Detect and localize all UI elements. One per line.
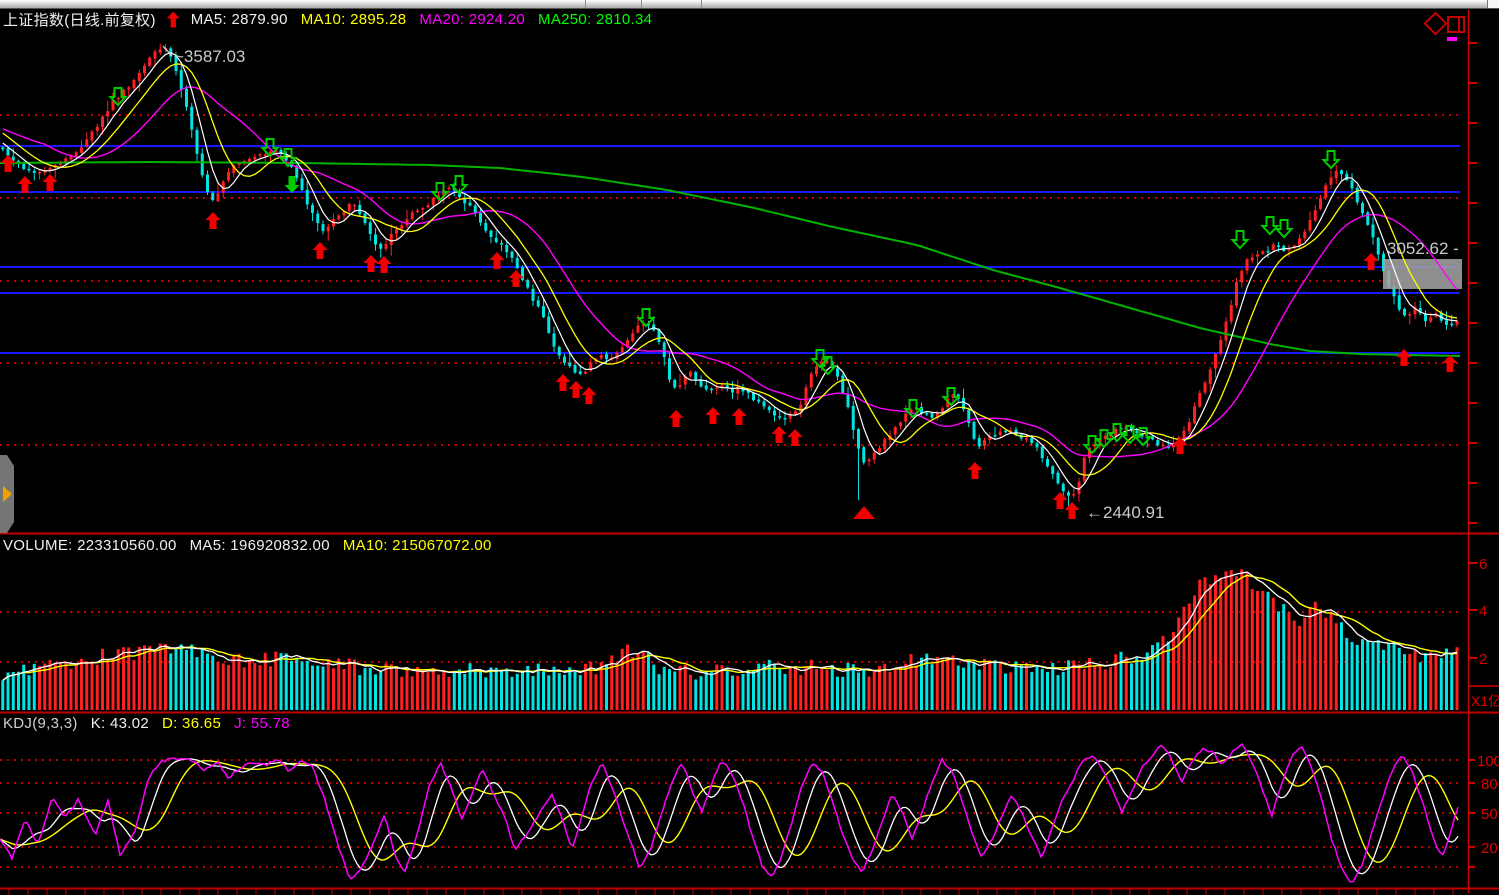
expand-arrow-icon xyxy=(3,486,12,502)
kdj-j-value: J: 55.78 xyxy=(234,715,290,732)
kdj-d-value: D: 36.65 xyxy=(161,715,222,732)
ma10-value: MA10: 2895.28 xyxy=(300,11,407,28)
ma5-value: MA5: 2879.90 xyxy=(190,11,288,28)
price-up-arrow-icon xyxy=(166,11,180,28)
titlebar-divider xyxy=(701,0,702,8)
main-price-panel: ~3587.03 ←2440.91 3052.62 - xyxy=(0,43,1462,522)
ma250-value: MA250: 2810.34 xyxy=(538,11,653,28)
magenta-indicator-chip xyxy=(1447,37,1457,41)
volume-value: VOLUME: 223310560.00 xyxy=(3,537,177,554)
titlebar-divider xyxy=(585,0,586,8)
svg-text:4: 4 xyxy=(1479,603,1487,620)
svg-text:3052.62 -: 3052.62 - xyxy=(1387,239,1459,258)
volume-panel xyxy=(0,569,1460,710)
svg-text:~3587.03: ~3587.03 xyxy=(174,47,245,66)
window-pane-divider xyxy=(1458,18,1460,31)
right-axis-and-separators: 6 4 2 100 80 50 20 X1亿 xyxy=(0,10,1499,895)
svg-text:X1亿: X1亿 xyxy=(1471,693,1499,709)
svg-text:50: 50 xyxy=(1481,806,1498,823)
svg-text:100: 100 xyxy=(1477,753,1499,770)
titlebar-divider xyxy=(641,0,642,8)
svg-text:←2440.91: ←2440.91 xyxy=(1086,503,1164,522)
kdj-name: KDJ(9,3,3) xyxy=(3,715,78,732)
window-layout-icon[interactable] xyxy=(1447,16,1465,33)
svg-text:2: 2 xyxy=(1479,651,1487,668)
volume-header: VOLUME: 223310560.00 MA5: 196920832.00 M… xyxy=(3,537,492,554)
symbol-title: 上证指数(日线.前复权) xyxy=(3,12,156,29)
titlebar-corner-box xyxy=(1487,0,1499,8)
ma20-value: MA20: 2924.20 xyxy=(419,11,526,28)
volume-ma10-value: MA10: 215067072.00 xyxy=(342,537,492,554)
kdj-k-value: K: 43.02 xyxy=(90,715,149,732)
window-top-edge[interactable] xyxy=(0,0,1499,9)
main-chart-header: 上证指数(日线.前复权) MA5: 2879.90 MA10: 2895.28 … xyxy=(3,9,652,30)
sidebar-expand-handle[interactable] xyxy=(0,455,14,533)
kdj-panel xyxy=(0,743,1460,883)
svg-text:6: 6 xyxy=(1479,556,1487,573)
svg-text:80: 80 xyxy=(1481,776,1498,793)
volume-ma5-value: MA5: 196920832.00 xyxy=(189,537,330,554)
svg-text:20: 20 xyxy=(1481,840,1498,857)
kdj-header: KDJ(9,3,3) K: 43.02 D: 36.65 J: 55.78 xyxy=(3,715,290,732)
